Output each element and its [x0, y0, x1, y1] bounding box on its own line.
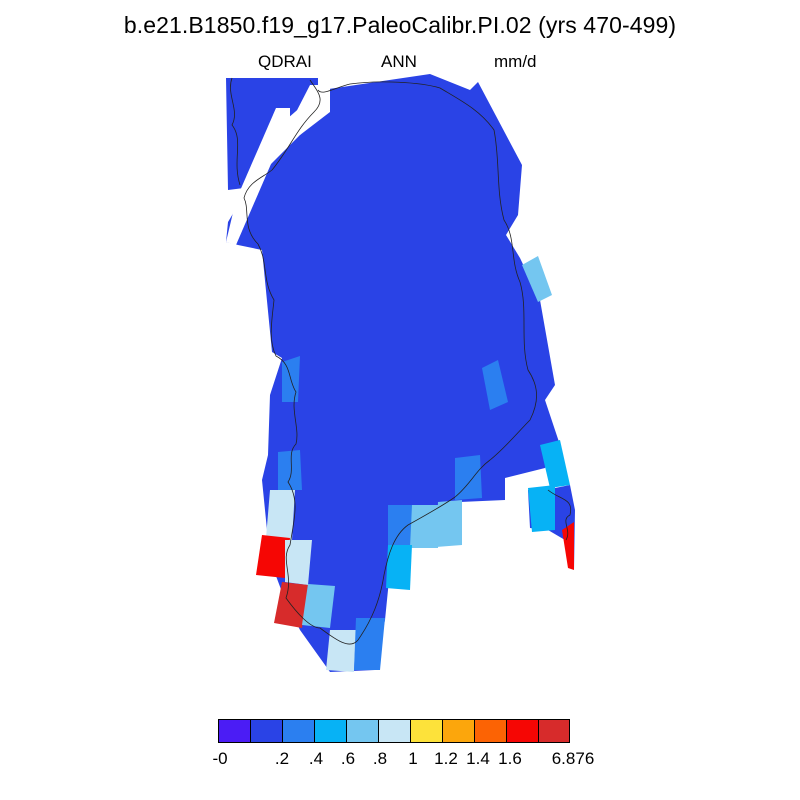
colorbar-tick-label: 1.2	[434, 749, 458, 768]
coastline	[230, 77, 572, 645]
variable-label: QDRAI	[258, 52, 312, 71]
map-cell-5	[266, 490, 295, 540]
map-cell-17	[540, 440, 570, 488]
colorbar-swatch	[346, 719, 378, 743]
map-cell-9	[302, 584, 335, 628]
map-cell-4	[278, 450, 302, 490]
colorbar-tick-label: .2	[274, 749, 290, 768]
map-cell-19	[562, 522, 574, 570]
colorbar-tick-label: .6	[340, 749, 356, 768]
colorbar-swatch	[474, 719, 506, 743]
colorbar-tick-label: 6.876	[551, 749, 595, 768]
gap-northwest	[226, 108, 290, 245]
colorbar-swatch	[314, 719, 346, 743]
map-cell-13	[410, 505, 440, 548]
colorbar-swatch	[250, 719, 282, 743]
plot-title: b.e21.B1850.f19_g17.PaleoCalibr.PI.02 (y…	[123, 12, 677, 38]
map-cell-12	[388, 505, 412, 545]
colorbar-tick-label: 1	[408, 749, 418, 768]
map-cell-7	[285, 540, 312, 585]
gap-north	[292, 85, 330, 135]
map-cell-14	[386, 545, 412, 590]
map-cell-11	[354, 618, 385, 670]
colorbar-tick-label: 1.6	[498, 749, 522, 768]
colorbar-swatch	[378, 719, 410, 743]
map-cell-18	[528, 485, 555, 532]
units-label: mm/d	[494, 52, 537, 71]
colorbar-tick-label: 1.4	[466, 749, 490, 768]
map-cell-15	[436, 500, 462, 547]
colorbar-swatch	[506, 719, 538, 743]
colorbar-swatch	[442, 719, 474, 743]
colorbar-swatch	[282, 719, 314, 743]
map-cell-10	[326, 630, 356, 672]
season-label: ANN	[381, 52, 417, 71]
colorbar-swatch	[410, 719, 442, 743]
map-cell-1	[522, 256, 552, 302]
map-cell-2	[482, 360, 508, 410]
colorbar-swatch	[538, 719, 570, 743]
region-main	[226, 74, 560, 672]
map-cell-16	[455, 455, 482, 500]
colorbar-tick-label: .8	[372, 749, 388, 768]
colorbar-swatch	[218, 719, 250, 743]
colorbar-tick-label: -0	[212, 749, 228, 768]
map-cell-6	[256, 535, 290, 578]
colorbar-tick-label: .4	[308, 749, 324, 768]
